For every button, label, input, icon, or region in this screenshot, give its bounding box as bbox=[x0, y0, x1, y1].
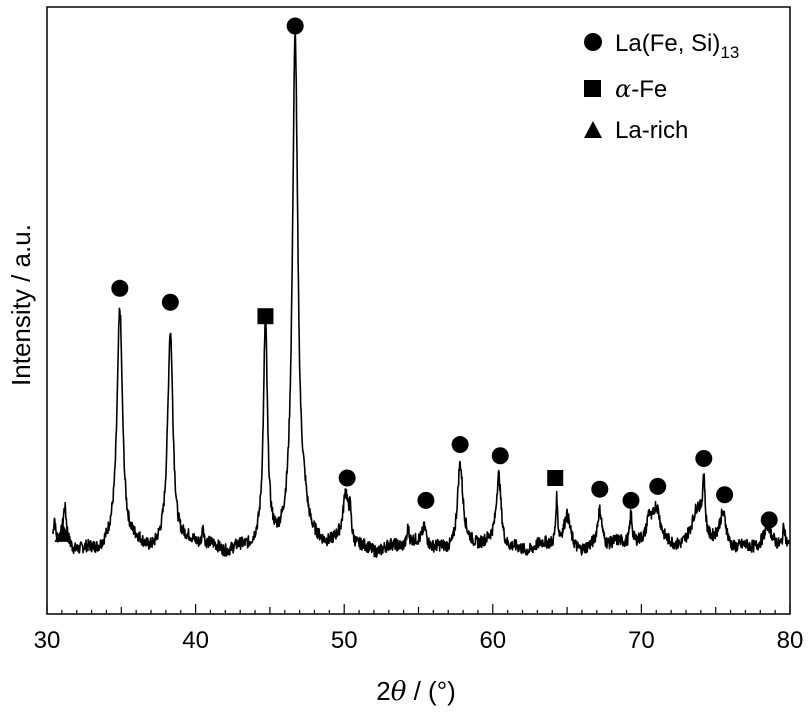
x-tick-label: 30 bbox=[34, 627, 61, 654]
legend-square-marker bbox=[584, 80, 601, 97]
legend-label-alpha-fe: α-Fe bbox=[615, 75, 667, 103]
peak-marker-circle bbox=[695, 450, 713, 467]
peak-marker-circle bbox=[716, 486, 734, 504]
peak-marker-circle bbox=[338, 469, 356, 487]
peak-marker-circle bbox=[491, 447, 509, 465]
peak-marker-circle bbox=[622, 491, 640, 509]
peak-marker-triangle bbox=[54, 524, 73, 542]
x-tick-label: 50 bbox=[331, 627, 358, 654]
peak-marker-circle bbox=[591, 480, 609, 498]
x-tick-label: 60 bbox=[479, 627, 506, 654]
x-tick-label: 70 bbox=[628, 627, 655, 654]
peak-marker-square bbox=[547, 470, 564, 487]
xrd-pattern-line bbox=[52, 30, 790, 558]
peak-marker-circle bbox=[451, 436, 469, 454]
x-axis-title: 2θ / (°) bbox=[376, 676, 456, 707]
y-axis-title: Intensity / a.u. bbox=[6, 224, 36, 386]
legend: La(Fe, Si)13 α-Fe La-rich bbox=[584, 30, 739, 144]
legend-triangle-marker bbox=[584, 121, 602, 138]
x-axis-ticks: 30 40 50 60 70 80 bbox=[34, 604, 804, 654]
peak-markers bbox=[54, 17, 778, 542]
peak-marker-circle bbox=[760, 511, 778, 529]
legend-label-la-rich: La-rich bbox=[615, 117, 688, 144]
legend-label-lafesi: La(Fe, Si)13 bbox=[615, 30, 739, 62]
peak-marker-circle bbox=[111, 279, 129, 297]
peak-marker-circle bbox=[286, 17, 304, 35]
peak-marker-circle bbox=[417, 491, 435, 509]
x-tick-label: 80 bbox=[777, 627, 804, 654]
peak-marker-square bbox=[257, 308, 274, 325]
x-tick-label: 40 bbox=[182, 627, 209, 654]
legend-circle-marker bbox=[584, 33, 602, 51]
peak-marker-circle bbox=[649, 477, 667, 495]
peak-marker-circle bbox=[161, 293, 179, 311]
